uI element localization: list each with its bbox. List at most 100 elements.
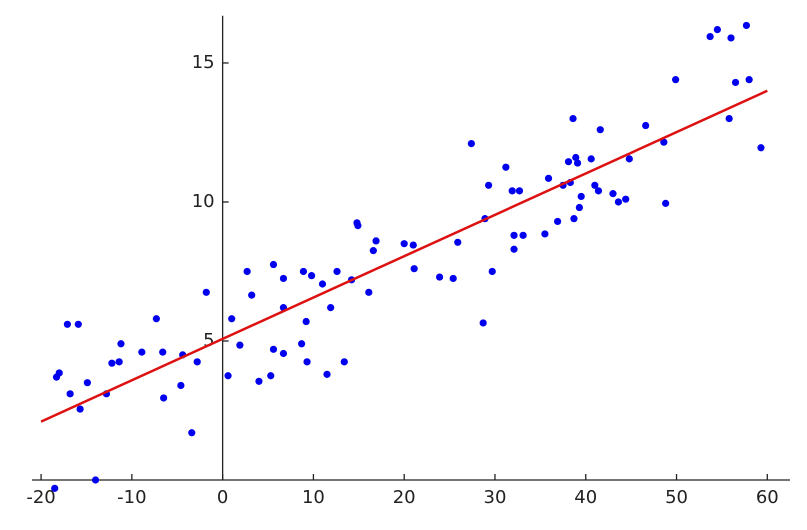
data-point bbox=[91, 476, 100, 484]
y-tick-label: 5 bbox=[203, 330, 214, 351]
data-point bbox=[519, 231, 527, 239]
data-point bbox=[706, 32, 714, 41]
data-point bbox=[410, 265, 418, 273]
data-point bbox=[757, 144, 765, 152]
data-point bbox=[573, 159, 582, 167]
data-point bbox=[117, 340, 125, 348]
data-point bbox=[51, 484, 59, 492]
data-point bbox=[575, 203, 583, 212]
data-point bbox=[502, 163, 510, 171]
data-point bbox=[554, 217, 562, 226]
data-point bbox=[202, 288, 210, 296]
data-point bbox=[725, 114, 733, 123]
data-point bbox=[544, 174, 553, 182]
data-point bbox=[369, 247, 377, 255]
data-point bbox=[318, 280, 327, 288]
data-point bbox=[333, 267, 341, 276]
data-point bbox=[255, 377, 263, 385]
data-point bbox=[159, 348, 167, 356]
data-point bbox=[467, 139, 475, 148]
x-tick-label: 20 bbox=[393, 487, 416, 508]
data-point bbox=[742, 21, 751, 30]
data-point bbox=[569, 114, 577, 123]
data-point bbox=[177, 381, 185, 390]
data-point bbox=[298, 340, 306, 348]
data-point bbox=[609, 190, 617, 198]
data-point bbox=[224, 372, 232, 380]
data-point bbox=[307, 272, 316, 280]
data-point bbox=[614, 198, 623, 206]
data-point bbox=[510, 231, 518, 239]
data-point bbox=[662, 199, 670, 207]
data-point bbox=[365, 288, 373, 296]
data-point bbox=[267, 372, 275, 380]
data-point bbox=[228, 315, 236, 323]
data-point bbox=[541, 230, 549, 238]
data-point bbox=[731, 78, 740, 87]
data-point bbox=[591, 181, 599, 189]
y-tick-label: 15 bbox=[192, 52, 215, 73]
data-point bbox=[435, 273, 444, 281]
data-point bbox=[642, 121, 650, 130]
data-point bbox=[76, 405, 84, 413]
data-point bbox=[248, 291, 256, 299]
data-point bbox=[299, 267, 308, 276]
data-point bbox=[108, 359, 116, 367]
data-point bbox=[236, 341, 244, 349]
data-point bbox=[74, 320, 82, 328]
data-point bbox=[302, 317, 310, 326]
data-point bbox=[454, 238, 462, 246]
data-point bbox=[745, 76, 753, 84]
x-tick-label: 60 bbox=[756, 487, 779, 508]
y-tick-label: 10 bbox=[192, 191, 215, 212]
x-tick-label: 50 bbox=[665, 487, 688, 508]
data-point bbox=[479, 319, 487, 327]
data-point bbox=[303, 358, 311, 366]
data-point bbox=[577, 192, 585, 201]
data-point bbox=[323, 370, 331, 378]
data-point bbox=[510, 245, 518, 253]
data-point bbox=[485, 181, 493, 189]
data-point bbox=[269, 345, 278, 353]
data-point bbox=[63, 320, 72, 328]
data-point bbox=[193, 358, 201, 366]
data-point bbox=[596, 126, 604, 134]
data-point bbox=[409, 241, 417, 249]
data-point bbox=[327, 304, 335, 312]
x-tick-label: 10 bbox=[302, 487, 325, 508]
data-point bbox=[188, 429, 196, 437]
data-point bbox=[625, 155, 633, 163]
data-point bbox=[449, 274, 457, 283]
data-point bbox=[115, 358, 123, 366]
data-point bbox=[570, 215, 578, 223]
data-point bbox=[83, 379, 91, 387]
data-point bbox=[564, 158, 573, 166]
data-point bbox=[488, 267, 496, 276]
data-point bbox=[354, 222, 362, 230]
x-tick-label: -10 bbox=[117, 487, 146, 508]
data-point bbox=[372, 237, 380, 245]
x-tick-label: -20 bbox=[26, 487, 55, 508]
data-point bbox=[269, 260, 278, 269]
data-point bbox=[138, 348, 146, 356]
data-point bbox=[400, 240, 408, 248]
data-point bbox=[243, 267, 251, 276]
x-tick-label: 40 bbox=[574, 487, 597, 508]
fit-line bbox=[40, 89, 768, 423]
data-point bbox=[727, 34, 735, 42]
data-point bbox=[672, 76, 680, 84]
x-tick-label: 30 bbox=[484, 487, 507, 508]
data-point bbox=[340, 358, 348, 366]
data-point bbox=[279, 274, 288, 283]
data-point bbox=[279, 349, 288, 358]
data-point bbox=[55, 369, 63, 377]
data-point bbox=[152, 315, 160, 323]
data-point bbox=[594, 187, 603, 195]
data-point bbox=[160, 394, 168, 402]
data-point bbox=[622, 195, 630, 203]
x-tick-label: 0 bbox=[217, 487, 228, 508]
data-point bbox=[713, 26, 721, 34]
data-point bbox=[572, 153, 580, 162]
